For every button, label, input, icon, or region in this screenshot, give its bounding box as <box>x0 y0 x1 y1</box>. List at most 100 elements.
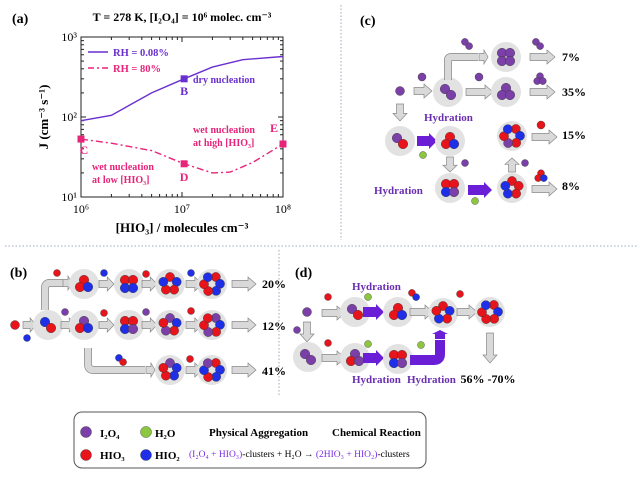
panel-c-percent-1: 7% <box>562 50 580 64</box>
i2o4-molecule <box>61 308 69 316</box>
molecular-cluster <box>383 297 413 327</box>
physical-aggregation-arrow <box>299 321 315 343</box>
panel-b-percent-mid: 12% <box>262 319 286 333</box>
i2o4-molecule <box>203 358 213 368</box>
i2o4-molecule <box>347 304 358 315</box>
annotation-4: at high [HIO₃] <box>193 138 254 149</box>
legend-equation: (I₂O₄ + HIO₃)-clusters + H₂O → (2HIO₃ + … <box>189 449 410 460</box>
i2o4-molecule <box>392 132 403 143</box>
legend-box: I₂O₄ H₂O Physical Aggregation Chemical R… <box>73 411 427 469</box>
i2o4-molecule <box>505 89 516 100</box>
molecular-cluster <box>69 310 99 340</box>
point-marker-C <box>77 135 85 143</box>
hio2-molecule <box>449 138 460 149</box>
legend-chemical: Chemical Reaction <box>332 427 421 439</box>
hio3-molecule <box>203 313 213 323</box>
x-tick-label: 10⁸ <box>275 202 291 216</box>
hio3-molecule <box>142 270 150 278</box>
mechanism-diagrams <box>10 38 558 440</box>
physical-aggregation-arrow <box>504 157 520 173</box>
h2o-molecule <box>471 197 479 205</box>
panel-c-percent-4: 8% <box>562 179 580 193</box>
panel-d-percent: 56% -70% <box>461 372 516 386</box>
physical-aggregation-arrow <box>482 332 498 364</box>
i2o4-molecule <box>521 159 529 167</box>
curved-arrow-head <box>145 361 156 379</box>
hio3-molecule <box>398 138 409 149</box>
hio3-molecule <box>324 293 332 301</box>
molecular-cluster <box>385 126 415 156</box>
chemical-reaction-arrow <box>417 133 437 149</box>
legend-i2o4: I₂O₄ <box>100 428 120 440</box>
i2o4-molecule <box>300 349 311 360</box>
physical-aggregation-arrow <box>442 156 458 173</box>
panel-d-hydration-bottom-1: Hydration <box>352 374 401 386</box>
i2o4-molecule <box>449 186 460 197</box>
h2o-molecule <box>364 293 372 301</box>
physical-aggregation-arrow <box>529 84 556 100</box>
hio2-molecule <box>158 277 169 287</box>
chemical-reaction-arrow <box>468 182 492 198</box>
molecular-cluster <box>433 77 463 107</box>
hio3-molecule <box>158 318 169 328</box>
physical-aggregation-arrow <box>456 304 478 320</box>
legend-hio3: HIO₃ <box>100 450 125 462</box>
molecular-cluster <box>197 269 227 299</box>
panel-c-percent-3: 15% <box>562 128 586 142</box>
molecular-cluster <box>69 269 99 299</box>
hio3-molecule <box>507 176 517 186</box>
physical-aggregation-arrow <box>531 181 558 197</box>
y-tick-label: 10² <box>61 110 77 124</box>
hio3-molecule <box>456 290 464 298</box>
hio2-molecule <box>500 181 511 191</box>
hio3-molecule <box>438 301 448 311</box>
point-marker-B <box>180 75 188 83</box>
point-label-C: C <box>80 143 89 157</box>
panel-c-percent-2: 35% <box>562 85 586 99</box>
y-tick-label: 10³ <box>61 30 77 44</box>
i2o4-molecule <box>127 324 138 335</box>
physical-aggregation-arrow <box>392 103 408 122</box>
point-label-B: B <box>180 84 188 98</box>
i2o4-molecule <box>505 56 516 67</box>
curved-physical-arrow <box>444 53 478 80</box>
molecular-cluster <box>197 310 227 340</box>
hio2-molecule <box>127 283 138 294</box>
hio2-molecule <box>23 334 31 342</box>
molecular-cluster <box>435 173 465 203</box>
i2o4-molecule <box>395 86 405 96</box>
cluster-halo <box>114 269 144 299</box>
equation-product: (2HIO₃ + HIO₂) <box>316 449 378 460</box>
i2o4-molecule <box>465 42 473 50</box>
molecular-cluster <box>491 77 521 107</box>
x-tick-label: 10⁶ <box>73 202 89 216</box>
h2o-molecule <box>417 341 425 349</box>
series-line-1 <box>80 138 284 174</box>
chemical-reaction-arrow <box>363 304 384 320</box>
hio3-molecule <box>169 284 179 295</box>
i2o4-molecule <box>142 308 150 316</box>
x-axis-label: [HIO₃] / molecules cm⁻³ <box>116 220 249 235</box>
chart-title: T = 278 K, [I₂O₄] = 10⁶ molec. cm⁻³ <box>93 10 272 24</box>
cluster-halo <box>435 173 465 203</box>
physical-aggregation-arrow <box>22 317 37 333</box>
hio3-molecule <box>169 325 179 336</box>
h2o-molecule <box>364 340 372 348</box>
hio2-molecule <box>169 370 179 381</box>
molecular-cluster <box>197 355 227 385</box>
hio2-molecule <box>203 272 213 282</box>
panel-b-percent-bottom: 41% <box>262 364 286 378</box>
panel-label-d: (d) <box>295 266 312 281</box>
hio3-molecule <box>119 358 127 366</box>
hio3-molecule <box>10 320 20 330</box>
hio3-molecule <box>431 306 442 316</box>
hio2-molecule <box>540 174 548 182</box>
physical-aggregation-arrow <box>465 84 494 100</box>
physical-aggregation-arrow <box>413 83 433 99</box>
molecular-cluster <box>428 298 458 328</box>
physical-aggregation-arrow <box>231 317 257 333</box>
molecular-cluster <box>340 343 370 373</box>
curved-physical-arrow <box>41 279 63 310</box>
panel-d-hydration-bottom-2: Hydration <box>407 374 456 386</box>
panel-c-hydration-2: Hydration <box>374 185 423 197</box>
